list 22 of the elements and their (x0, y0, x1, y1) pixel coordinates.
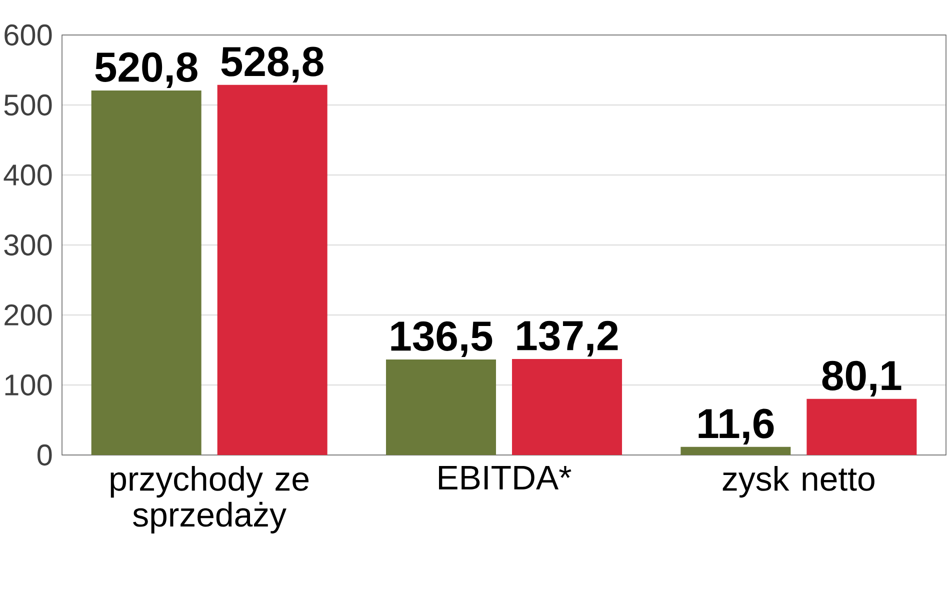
x-tick-label: przychody ze sprzedaży (110, 466, 309, 534)
y-tick-label: 0 (37, 444, 52, 466)
y-tick-label: 300 (4, 234, 52, 256)
bar (512, 358, 622, 455)
y-tick-label: 500 (4, 94, 52, 116)
data-label: 80,1 (822, 360, 902, 397)
data-label: 11,6 (698, 408, 774, 444)
bar (806, 398, 917, 455)
data-label: 136,5 (391, 321, 492, 358)
data-label: 528,8 (221, 46, 324, 82)
y-tick-label: 600 (4, 24, 52, 46)
bar (386, 359, 496, 455)
y-tick-label: 400 (4, 164, 52, 186)
x-tick-label: zysk netto (722, 466, 874, 498)
x-tick-label: EBITDA* (439, 466, 572, 490)
bar (91, 90, 202, 455)
bar (217, 84, 328, 455)
bar (680, 446, 791, 455)
y-tick-label: 200 (4, 304, 52, 326)
data-label: 520,8 (95, 52, 198, 88)
y-tick-label: 100 (5, 374, 52, 396)
data-label: 137,2 (517, 320, 618, 357)
